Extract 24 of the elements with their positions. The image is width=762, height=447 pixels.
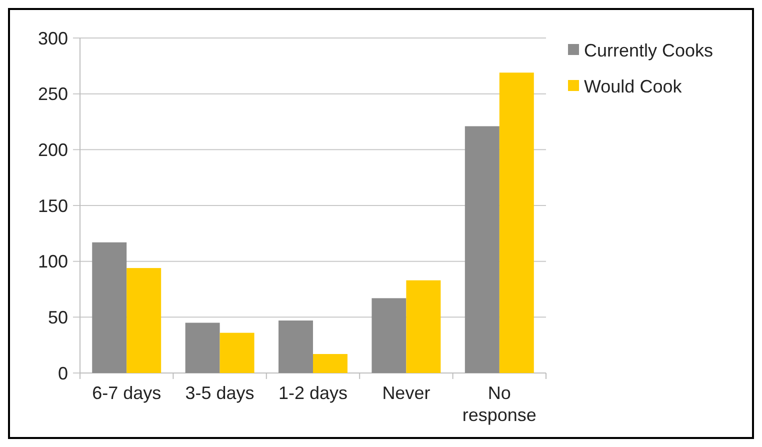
legend-label: Would Cook — [584, 76, 683, 96]
y-tick-label: 50 — [48, 307, 68, 328]
y-tick-label: 200 — [38, 140, 68, 160]
bar — [220, 332, 254, 373]
x-tick-label: Never — [382, 383, 430, 403]
y-tick-label: 0 — [58, 363, 68, 384]
y-tick-label: 150 — [38, 196, 68, 216]
bar — [278, 320, 313, 373]
y-tick-label: 100 — [38, 252, 68, 272]
bar — [126, 268, 162, 373]
bar — [92, 242, 127, 373]
bar — [372, 298, 406, 373]
bar — [464, 126, 500, 373]
bar — [406, 280, 441, 373]
x-tick-label: No response — [462, 383, 536, 425]
x-tick-label: 3-5 days — [185, 383, 254, 403]
bar — [499, 72, 534, 373]
y-tick-label: 250 — [38, 84, 68, 104]
x-tick-label: 1-2 days — [278, 383, 348, 403]
x-tick-label: 6-7 days — [92, 383, 162, 403]
y-tick-label: 300 — [38, 28, 68, 48]
bar — [185, 322, 220, 373]
bar — [313, 354, 348, 373]
legend-label: Currently Cooks — [584, 40, 714, 60]
